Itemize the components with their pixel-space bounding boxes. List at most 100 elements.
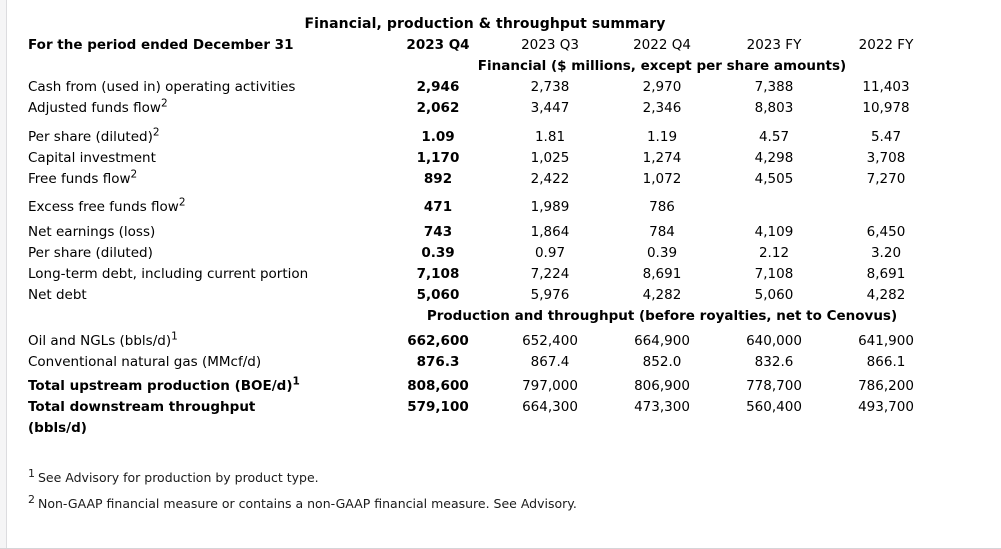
cell-value: 0.39 bbox=[646, 245, 678, 261]
row-label-text: Conventional natural gas (MMcf/d) bbox=[28, 354, 262, 370]
row-label: Excess free funds flow2 bbox=[28, 190, 382, 218]
footnote-1: 1 See Advisory for production by product … bbox=[28, 465, 942, 491]
cell-value: 473,300 bbox=[634, 399, 690, 415]
row-label-text: Net earnings (loss) bbox=[28, 224, 156, 240]
footnotes: 1 See Advisory for production by product … bbox=[28, 465, 942, 517]
cell-value: 7,224 bbox=[530, 266, 570, 282]
cell-value: 867.4 bbox=[530, 354, 570, 370]
cell-value: 7,388 bbox=[754, 79, 794, 95]
cell-value: 3,447 bbox=[530, 100, 570, 116]
row-label-text: Excess free funds flow bbox=[28, 199, 179, 215]
financial-summary-table: For the period ended December 31 2023 Q4… bbox=[28, 35, 942, 439]
cell-value: 892 bbox=[423, 171, 453, 187]
column-header-2023-fy: 2023 FY bbox=[746, 37, 802, 53]
row-label: Net earnings (loss) bbox=[28, 218, 382, 243]
cell-value: 4,282 bbox=[642, 287, 682, 303]
cell-value: 743 bbox=[423, 224, 453, 240]
row-label: Per share (diluted) bbox=[28, 243, 382, 264]
footnote-reference: 2 bbox=[160, 97, 168, 110]
content-area: Financial, production & throughput summa… bbox=[28, 14, 942, 517]
cell-value: 641,900 bbox=[858, 333, 914, 349]
table-row: Capital investment 1,170 1,025 1,274 4,298 3,… bbox=[28, 148, 942, 169]
page-title: Financial, production & throughput summa… bbox=[304, 16, 666, 32]
row-label: Cash from (used in) operating activities bbox=[28, 77, 382, 98]
cell-value: 1,170 bbox=[416, 150, 460, 166]
period-header-label: For the period ended December 31 bbox=[28, 37, 294, 53]
cell-value: 5.47 bbox=[870, 129, 902, 145]
cell-value: 1,072 bbox=[642, 171, 682, 187]
cell-value: 2.12 bbox=[758, 245, 790, 261]
footnote-2-marker: 2 bbox=[28, 492, 35, 506]
table-row: Oil and NGLs (bbls/d)1 662,600 652,400 664,… bbox=[28, 327, 942, 352]
table-row: Net debt 5,060 5,976 4,282 5,060 4,282 bbox=[28, 285, 942, 306]
table-row: Net earnings (loss) 743 1,864 784 4,109 6,450 bbox=[28, 218, 942, 243]
cell-value: 1.19 bbox=[646, 129, 678, 145]
cell-value: 7,270 bbox=[866, 171, 906, 187]
row-label-text: Total upstream production (BOE/d) bbox=[28, 378, 293, 394]
cell-value: 2,062 bbox=[416, 100, 460, 116]
cell-value: 8,691 bbox=[866, 266, 906, 282]
cell-value bbox=[718, 190, 830, 218]
cell-value: 2,970 bbox=[642, 79, 682, 95]
row-label-text: Cash from (used in) operating activities bbox=[28, 79, 296, 95]
cell-value: 4,298 bbox=[754, 150, 794, 166]
cell-value: 876.3 bbox=[416, 354, 460, 370]
footnote-reference: 1 bbox=[171, 330, 178, 343]
row-label-text: Per share (diluted) bbox=[28, 245, 153, 261]
row-label-text: Capital investment bbox=[28, 150, 156, 166]
cell-value: 832.6 bbox=[754, 354, 794, 370]
cell-value: 866.1 bbox=[866, 354, 906, 370]
column-header-2023-q4: 2023 Q4 bbox=[406, 37, 470, 53]
footnote-2: 2 Non-GAAP financial measure or contains … bbox=[28, 491, 942, 517]
table-row: Conventional natural gas (MMcf/d) 876.3 86… bbox=[28, 352, 942, 373]
table-row: Free funds flow2 892 2,422 1,072 4,505 7,270 bbox=[28, 169, 942, 190]
cell-value: 471 bbox=[423, 199, 453, 215]
cell-value: 1.81 bbox=[534, 129, 566, 145]
row-label: Conventional natural gas (MMcf/d) bbox=[28, 352, 382, 373]
row-label: Net debt bbox=[28, 285, 382, 306]
cell-value: 806,900 bbox=[634, 378, 690, 394]
cell-value: 786 bbox=[649, 199, 675, 215]
cell-value: 2,346 bbox=[642, 100, 682, 116]
row-label-text: Net debt bbox=[28, 287, 87, 303]
table-row: Cash from (used in) operating activities… bbox=[28, 77, 942, 98]
row-label: Total downstream throughput (bbls/d) bbox=[28, 397, 382, 439]
cell-value: 11,403 bbox=[862, 79, 910, 95]
cell-value: 6,450 bbox=[866, 224, 906, 240]
row-label: Capital investment bbox=[28, 148, 382, 169]
cell-value: 560,400 bbox=[746, 399, 802, 415]
row-label-text: Free funds flow bbox=[28, 171, 131, 187]
cell-value bbox=[830, 190, 942, 218]
section-header-spacer bbox=[28, 306, 382, 327]
table-row: Per share (diluted)2 1.09 1.81 1.19 4.57 5.47 bbox=[28, 119, 942, 148]
cell-value: 7,108 bbox=[754, 266, 794, 282]
cell-value: 664,300 bbox=[522, 399, 578, 415]
cell-value: 652,400 bbox=[522, 333, 578, 349]
footnote-1-marker: 1 bbox=[28, 466, 35, 480]
cell-value: 7,108 bbox=[416, 266, 460, 282]
table-body: Financial ($ millions, except per share … bbox=[28, 56, 942, 439]
row-label-line2: (bbls/d) bbox=[28, 420, 87, 436]
cell-value: 493,700 bbox=[858, 399, 914, 415]
left-border-rail bbox=[0, 0, 7, 549]
cell-value: 640,000 bbox=[746, 333, 802, 349]
table-row: Total downstream throughput (bbls/d) 579,1… bbox=[28, 397, 942, 439]
cell-value: 1,274 bbox=[642, 150, 682, 166]
row-label: Per share (diluted)2 bbox=[28, 119, 382, 148]
footnote-reference: 2 bbox=[130, 168, 138, 181]
cell-value: 1,025 bbox=[530, 150, 570, 166]
cell-value: 1.09 bbox=[421, 129, 455, 145]
footnote-1-text: See Advisory for production by product t… bbox=[38, 470, 319, 485]
cell-value: 1,864 bbox=[530, 224, 570, 240]
row-label-text: Total downstream throughput bbox=[28, 399, 256, 415]
cell-value: 3.20 bbox=[870, 245, 902, 261]
row-label: Free funds flow2 bbox=[28, 169, 382, 190]
column-header-2022-q4: 2022 Q4 bbox=[633, 37, 691, 53]
cell-value: 2,946 bbox=[416, 79, 460, 95]
footnote-2-text: Non-GAAP financial measure or contains a… bbox=[38, 496, 577, 511]
cell-value: 852.0 bbox=[642, 354, 682, 370]
cell-value: 664,900 bbox=[634, 333, 690, 349]
cell-value: 786,200 bbox=[858, 378, 914, 394]
cell-value: 10,978 bbox=[862, 100, 910, 116]
